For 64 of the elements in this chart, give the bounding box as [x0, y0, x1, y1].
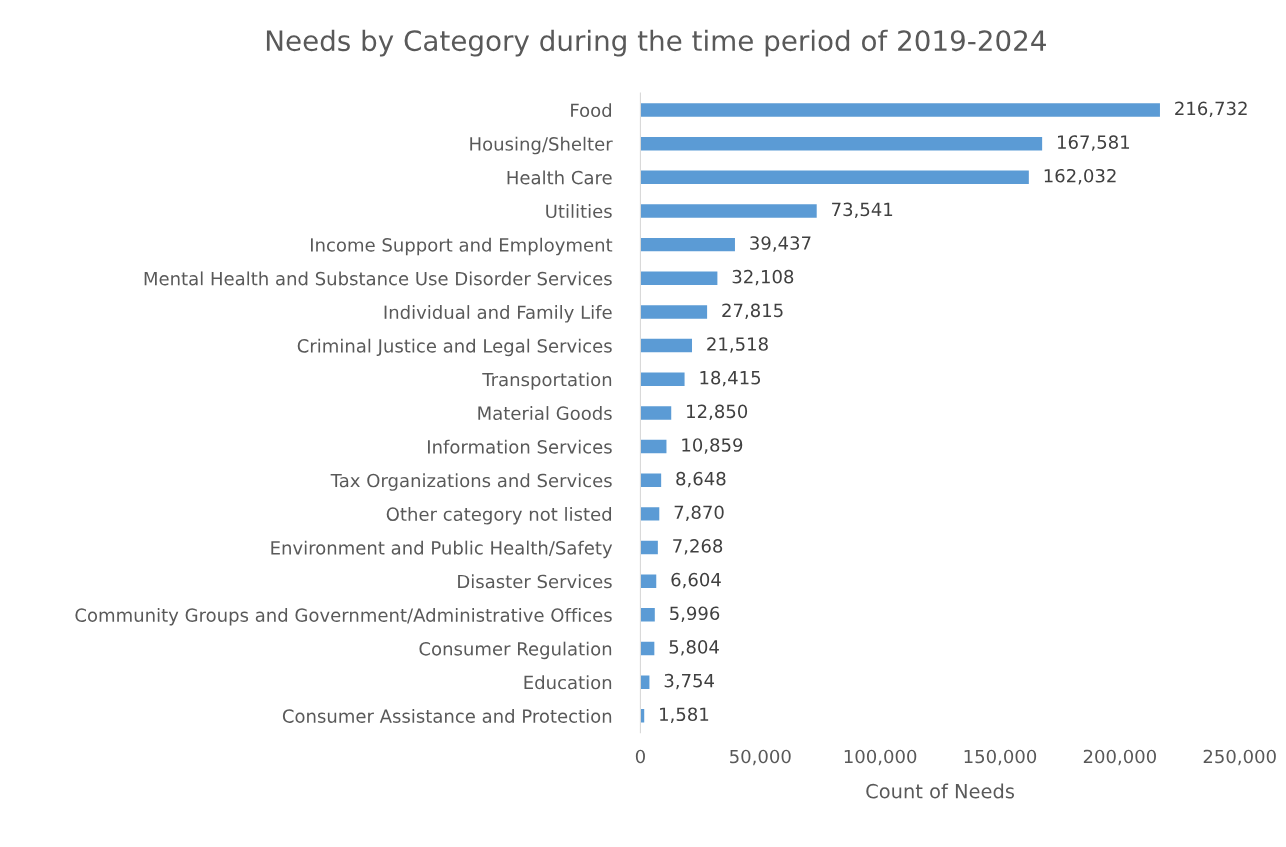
bar	[640, 439, 667, 454]
data-label: 8,648	[676, 471, 726, 488]
data-label: 167,581	[1058, 135, 1130, 151]
y-tick-label: Criminal Justice and Legal Services	[297, 338, 612, 357]
data-label: 73,541	[832, 202, 893, 219]
y-tick-label: Utilities	[546, 204, 612, 219]
y-tick-label: Mental Health and Substance Use Disorder Services	[144, 271, 612, 286]
y-tick-label: Individual and Family Life	[384, 305, 612, 323]
data-label: 12,850	[687, 404, 748, 420]
bar	[640, 338, 693, 353]
y-tick-label: Consumer Assistance and Protection	[282, 708, 612, 723]
data-label: 5,996	[670, 606, 720, 622]
bar	[640, 271, 718, 286]
data-label: 32,108	[732, 269, 794, 286]
bar	[640, 641, 655, 656]
data-label: 27,815	[722, 303, 783, 320]
data-label: 7,870	[674, 505, 724, 521]
data-label: 7,268	[673, 539, 723, 555]
data-label: 162,032	[1044, 168, 1116, 185]
data-label: 18,415	[700, 370, 761, 387]
bar	[640, 305, 708, 319]
bar	[640, 473, 662, 487]
y-tick-label: Information Services	[428, 439, 612, 454]
bar	[640, 608, 655, 622]
y-tick-label: Health Care	[507, 170, 612, 185]
bar	[640, 507, 660, 521]
y-tick-label: Material Goods	[478, 406, 612, 421]
x-tick-label: 150,000	[964, 749, 1037, 766]
x-tick-label: 200,000	[1083, 749, 1156, 766]
data-label: 6,604	[671, 572, 721, 589]
bar	[640, 237, 735, 252]
bar	[640, 675, 650, 689]
bar	[640, 406, 672, 420]
data-label: 3,754	[664, 673, 714, 690]
bar	[640, 136, 1043, 151]
y-tick-label: Education	[524, 675, 612, 690]
y-tick-label: Consumer Regulation	[419, 641, 612, 660]
y-tick-label: Income Support and Employment	[310, 237, 613, 256]
x-axis-title: Count of Needs	[866, 783, 1015, 799]
x-tick-label: 50,000	[730, 749, 791, 766]
x-tick-label: 0	[635, 749, 645, 764]
bar	[640, 574, 657, 588]
data-label: 10,859	[682, 438, 743, 454]
y-tick-label: Other category not listed	[386, 507, 612, 525]
y-tick-label: Food	[571, 103, 612, 118]
bar	[640, 170, 1029, 185]
x-tick-label: 250,000	[1203, 749, 1276, 766]
data-label: 1,581	[660, 707, 709, 723]
y-tick-label: Disaster Services	[458, 574, 612, 589]
bar	[640, 204, 817, 218]
data-label: 5,804	[669, 640, 719, 656]
data-label: 21,518	[707, 337, 768, 353]
chart-title: Needs by Category during the time period of 2019-2024	[266, 29, 1046, 57]
x-tick-label: 100,000	[844, 749, 917, 766]
bar	[640, 540, 658, 555]
bar	[640, 103, 1160, 117]
y-tick-label: Housing/Shelter	[470, 136, 613, 155]
data-label: 39,437	[750, 236, 811, 252]
y-tick-label: Transportation	[482, 372, 612, 390]
y-tick-label: Environment and Public Health/Safety	[271, 540, 613, 559]
bar	[640, 372, 685, 386]
y-tick-label: Community Groups and Government/Administrative Offices	[75, 608, 612, 626]
y-tick-label: Tax Organizations and Services	[330, 473, 612, 491]
data-label: 216,732	[1175, 101, 1247, 118]
